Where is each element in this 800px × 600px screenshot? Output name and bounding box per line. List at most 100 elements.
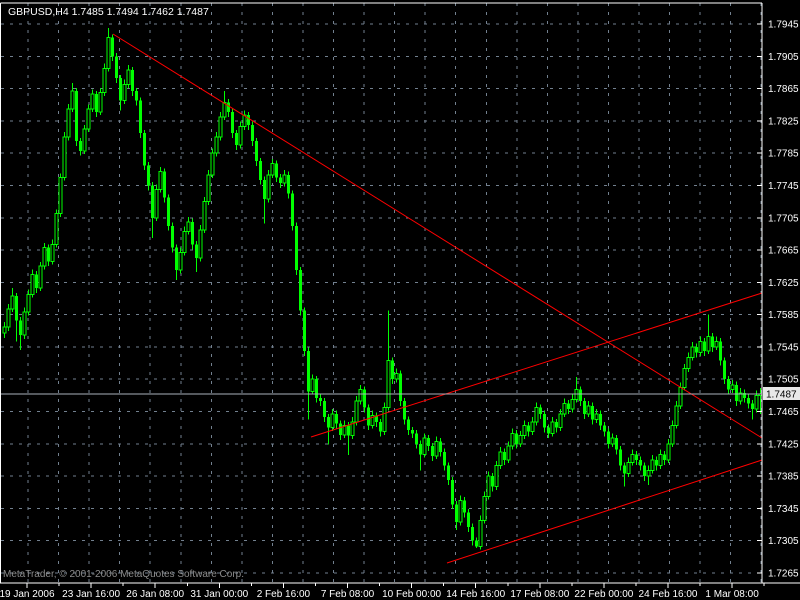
candle-body-bear bbox=[75, 91, 78, 142]
candle-body-bear bbox=[139, 100, 142, 133]
price-axis-label: 1.7745 bbox=[768, 181, 799, 192]
candle-body-bull bbox=[382, 406, 387, 433]
candle-body-bull bbox=[354, 400, 359, 423]
candle-body-bear bbox=[639, 459, 642, 466]
candle-body-bear bbox=[547, 427, 550, 434]
candle-body-bull bbox=[214, 136, 219, 154]
candle-body-bear bbox=[439, 441, 442, 452]
candle-body-bull bbox=[522, 424, 527, 437]
candle-body-bull bbox=[574, 389, 579, 400]
candle-body-bear bbox=[567, 403, 570, 410]
candle-body-bull bbox=[486, 475, 491, 497]
candle-body-bull bbox=[186, 221, 191, 232]
price-axis-label: 1.7785 bbox=[768, 149, 799, 160]
candle-body-bear bbox=[367, 407, 370, 426]
candle-body-bull bbox=[650, 459, 655, 471]
candle-body-bear bbox=[743, 392, 746, 398]
candle-body-bear bbox=[95, 94, 98, 113]
candle-body-bear bbox=[471, 526, 474, 541]
candle-body-bull bbox=[206, 174, 211, 203]
candle-body-bear bbox=[15, 296, 18, 321]
candle-body-bear bbox=[47, 247, 50, 262]
candle-body-bull bbox=[630, 453, 635, 463]
quote-ohlc-text: GBPUSD,H4 1.7485 1.7494 1.7462 1.7487 bbox=[8, 6, 209, 18]
candle-body-bull bbox=[570, 398, 575, 410]
candle-body-bear bbox=[455, 504, 458, 523]
price-axis-label: 1.7305 bbox=[768, 536, 799, 547]
candle-body-bear bbox=[251, 124, 254, 142]
candle-body-bull bbox=[350, 421, 355, 437]
candle-body-bear bbox=[319, 397, 322, 402]
candle-body-bull bbox=[154, 189, 159, 219]
candle-body-bull bbox=[182, 230, 187, 253]
candle-body-bear bbox=[295, 225, 298, 271]
candle-body-bear bbox=[607, 431, 610, 444]
candle-body-bull bbox=[198, 229, 203, 259]
candle-body-bull bbox=[62, 136, 67, 178]
candle-body-bull bbox=[510, 432, 515, 447]
candle-body-bull bbox=[670, 424, 675, 445]
candle-body-bear bbox=[603, 425, 606, 432]
time-axis-label: 17 Feb 08:00 bbox=[510, 589, 569, 600]
candle-body-bear bbox=[119, 78, 122, 101]
candle-body-bear bbox=[163, 171, 166, 198]
candle-body-bear bbox=[591, 405, 594, 420]
candle-body-bull bbox=[550, 421, 555, 434]
price-axis-label: 1.7265 bbox=[768, 568, 799, 579]
time-axis[interactable]: 19 Jan 2006 23 Jan 16:00 26 Jan 08:00 31 Ja… bbox=[0, 583, 765, 600]
candle-body-bear bbox=[399, 373, 402, 402]
candle-body-bull bbox=[126, 69, 131, 86]
price-axis-label: 1.7505 bbox=[768, 375, 799, 386]
price-axis[interactable]: 1.7945 1.7905 1.7865 1.7825 1.7785 1.7745 1.77… bbox=[757, 20, 799, 580]
price-axis-label: 1.7825 bbox=[768, 116, 799, 127]
candle-body-bear bbox=[35, 274, 38, 289]
candle-body-bull bbox=[54, 213, 59, 245]
time-axis-label: 1 Mar 08:00 bbox=[705, 589, 759, 600]
candle-body-bull bbox=[2, 326, 7, 334]
candle-body-bear bbox=[579, 389, 582, 402]
candle-body-bull bbox=[10, 295, 15, 310]
candle-body-bear bbox=[467, 512, 470, 527]
metatrader-watermark: MetaTrader, © 2001-2006 MetaQuotes Softw… bbox=[3, 569, 244, 580]
ascending-channel-lower[interactable] bbox=[446, 459, 763, 564]
trendline-objects[interactable] bbox=[112, 33, 763, 564]
candle-body-bear bbox=[227, 102, 230, 113]
candle-body-bull bbox=[530, 421, 535, 433]
candle-body-bear bbox=[403, 401, 406, 420]
candle-body-bear bbox=[291, 193, 294, 226]
candle-body-bull bbox=[238, 126, 243, 146]
candle-body-bull bbox=[26, 293, 31, 313]
price-axis-label: 1.7385 bbox=[768, 472, 799, 483]
time-axis-label: 24 Feb 16:00 bbox=[639, 589, 698, 600]
candle-body-bear bbox=[111, 37, 114, 57]
candle-body-bear bbox=[411, 430, 414, 434]
candle-body-bear bbox=[427, 438, 430, 447]
candle-body-bull bbox=[270, 163, 275, 176]
candle-body-bull bbox=[90, 93, 95, 110]
price-axis-label: 1.7625 bbox=[768, 278, 799, 289]
candle-body-bear bbox=[635, 454, 638, 460]
candle-body-bull bbox=[682, 368, 687, 388]
candle-body-bear bbox=[447, 465, 450, 481]
price-axis-label: 1.7905 bbox=[768, 52, 799, 63]
candle-body-bull bbox=[666, 443, 671, 461]
candle-body-bear bbox=[703, 341, 706, 351]
candle-body-bear bbox=[415, 433, 418, 444]
candle-body-bull bbox=[686, 356, 691, 370]
time-axis-label: 14 Feb 16:00 bbox=[446, 589, 505, 600]
candle-body-bear bbox=[195, 244, 198, 259]
candle-body-bull bbox=[562, 402, 567, 415]
ascending-channel-upper[interactable] bbox=[310, 292, 763, 438]
descending-trendline[interactable] bbox=[112, 33, 763, 439]
candle-body-bull bbox=[210, 152, 215, 176]
candle-body-bear bbox=[623, 465, 626, 474]
candle-body-bull bbox=[310, 378, 315, 392]
candle-body-bear bbox=[543, 413, 546, 428]
candle-body-bull bbox=[58, 176, 63, 215]
candle-body-bull bbox=[738, 392, 743, 402]
candle-body-bear bbox=[235, 132, 238, 146]
time-axis-label: 19 Jan 2006 bbox=[0, 589, 55, 600]
current-price-tag: 1.7487 bbox=[763, 386, 800, 400]
